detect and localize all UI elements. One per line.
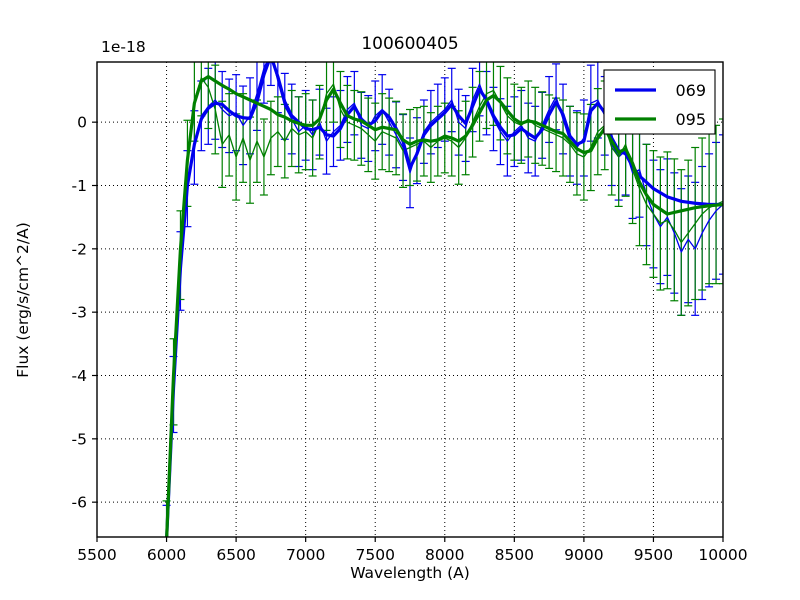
y-tick-label: -3 <box>72 304 87 322</box>
x-tick-label: 5500 <box>77 546 116 564</box>
x-tick-label: 9500 <box>634 546 673 564</box>
x-tick-label: 7000 <box>286 546 325 564</box>
x-tick-label: 6000 <box>147 546 186 564</box>
legend[interactable]: 069 095 <box>603 69 716 135</box>
y-tick-label: -6 <box>72 494 87 512</box>
x-axis-label: Wavelength (A) <box>350 564 470 582</box>
y-tick-label: -4 <box>72 367 87 385</box>
legend-label-069[interactable]: 069 <box>675 81 706 100</box>
legend-items[interactable]: 069 095 <box>615 81 706 129</box>
y-tick-label: -5 <box>72 430 87 448</box>
y-axis-offset-text: 1e-18 <box>101 38 146 56</box>
y-axis-label: Flux (erg/s/cm^2/A) <box>14 222 32 378</box>
legend-label-095[interactable]: 095 <box>675 110 706 129</box>
y-tick-label: 0 <box>77 114 87 132</box>
x-tick-label: 7500 <box>355 546 394 564</box>
y-axis-ticks: 0 -1 -2 -3 -4 -5 -6 <box>72 114 97 512</box>
x-tick-label: 8000 <box>425 546 464 564</box>
series-line-095 <box>165 74 723 537</box>
data-series-layer <box>162 62 723 537</box>
y-tick-label: -1 <box>72 177 87 195</box>
series-line-069 <box>165 62 723 537</box>
y-tick-label: -2 <box>72 240 87 258</box>
chart-title: 100600405 <box>361 34 458 54</box>
x-axis-ticks: 5500 6000 6500 7000 7500 8000 8500 9000 9500 1000… <box>77 537 748 564</box>
x-tick-label: 8500 <box>495 546 534 564</box>
legend-box <box>603 69 716 135</box>
x-tick-label: 6500 <box>216 546 255 564</box>
x-tick-label: 9000 <box>564 546 603 564</box>
x-tick-label: 10000 <box>698 546 747 564</box>
axes-frame <box>96 61 724 538</box>
